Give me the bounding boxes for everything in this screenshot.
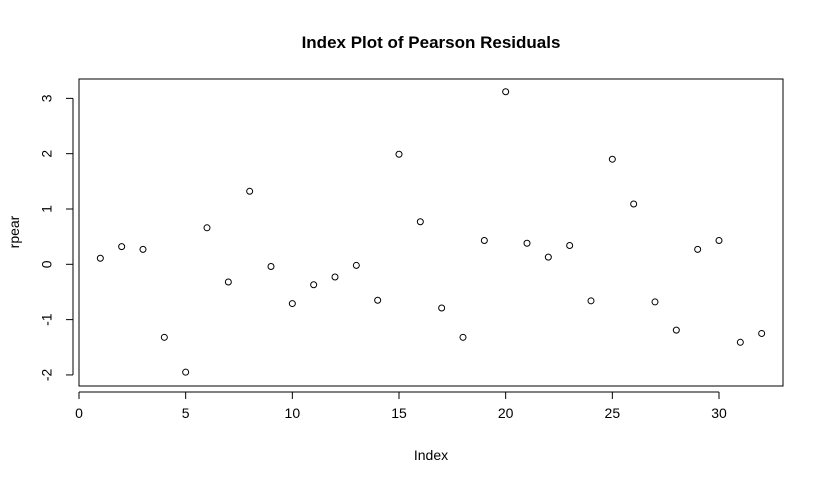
data-point	[438, 304, 446, 312]
x-tick-label: 15	[391, 405, 407, 421]
x-axis: 0 5 10 15 20 25 30	[75, 391, 727, 421]
data-point	[480, 237, 488, 245]
data-point	[736, 338, 744, 346]
data-point	[459, 333, 467, 341]
data-point	[374, 296, 382, 304]
y-tick-label: 0	[39, 260, 55, 268]
data-point	[566, 241, 574, 249]
y-axis-label: rpear	[6, 215, 22, 248]
data-point	[523, 239, 531, 247]
data-point	[502, 88, 510, 96]
data-point	[352, 261, 360, 269]
x-tick-label: 25	[605, 405, 621, 421]
data-point	[224, 278, 232, 286]
x-tick-label: 5	[182, 405, 190, 421]
data-point	[310, 281, 318, 289]
y-tick-label: -2	[39, 369, 55, 382]
x-tick-label: 20	[498, 405, 514, 421]
data-point	[715, 237, 723, 245]
data-point	[694, 245, 702, 253]
data-point	[544, 253, 552, 261]
data-point	[288, 300, 296, 308]
data-point	[203, 224, 211, 232]
data-point	[331, 273, 339, 281]
data-points	[96, 88, 766, 376]
data-point	[630, 200, 638, 208]
data-point	[758, 329, 766, 337]
data-point	[160, 333, 168, 341]
data-point	[118, 243, 126, 251]
y-axis: -2 -1 0 1 2 3	[39, 94, 74, 382]
plot-frame	[78, 78, 784, 387]
y-tick-label: 2	[39, 150, 55, 158]
x-tick-label: 0	[75, 405, 83, 421]
x-tick-label: 30	[711, 405, 727, 421]
x-axis-label: Index	[414, 447, 448, 463]
data-point	[672, 326, 680, 334]
data-point	[416, 218, 424, 226]
data-point	[267, 263, 275, 271]
chart-title: Index Plot of Pearson Residuals	[302, 33, 561, 52]
data-point	[587, 297, 595, 305]
data-point	[182, 368, 190, 376]
y-tick-label: 3	[39, 94, 55, 102]
data-point	[139, 245, 147, 253]
data-point	[651, 298, 659, 306]
data-point	[395, 150, 403, 158]
x-tick-label: 10	[285, 405, 301, 421]
y-tick-label: 1	[39, 205, 55, 213]
data-point	[96, 254, 104, 262]
y-tick-label: -1	[39, 313, 55, 326]
data-point	[608, 155, 616, 163]
data-point	[246, 187, 254, 195]
